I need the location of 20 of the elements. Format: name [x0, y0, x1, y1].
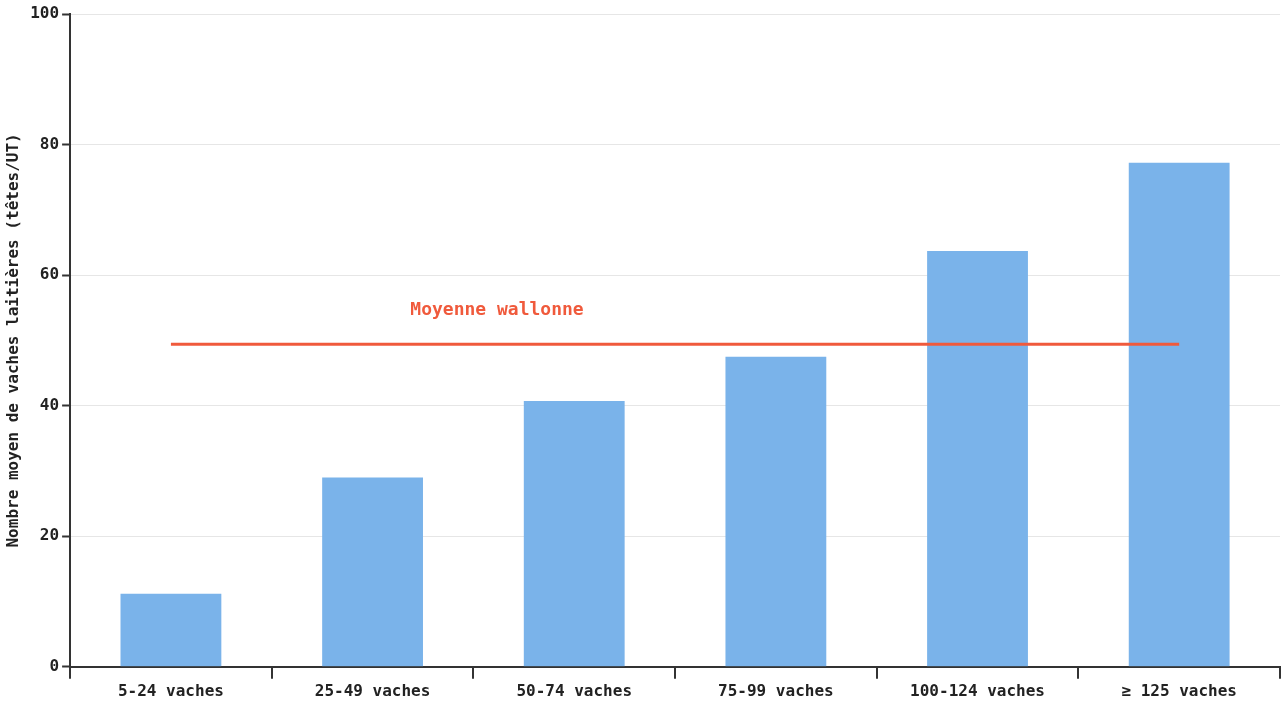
ref-line-label: Moyenne wallonne [410, 297, 584, 319]
y-tick-label: 100 [30, 3, 60, 23]
x-tick-label: 50-74 vaches [516, 680, 633, 700]
bar [523, 401, 625, 667]
bar [927, 250, 1028, 667]
x-tick-label: 100-124 vaches [910, 680, 1045, 700]
bar [322, 477, 423, 667]
y-axis-title: Nombre moyen de vaches laitières (têtes/UT) [2, 133, 22, 548]
y-tick-label: 80 [39, 133, 60, 153]
x-tick-label: 75-99 vaches [718, 680, 834, 700]
x-tick-label: 5-24 vaches [117, 680, 224, 700]
x-tick-label: 25-49 vaches [314, 680, 431, 700]
bar [120, 593, 222, 667]
y-tick-label: 40 [39, 394, 60, 414]
x-tick-label: ≥ 125 vaches [1121, 680, 1237, 700]
bar [725, 356, 827, 667]
y-tick-label: 60 [39, 264, 60, 284]
bar [1128, 162, 1230, 667]
y-tick-label: 20 [39, 525, 60, 545]
y-tick-label: 0 [49, 655, 60, 675]
